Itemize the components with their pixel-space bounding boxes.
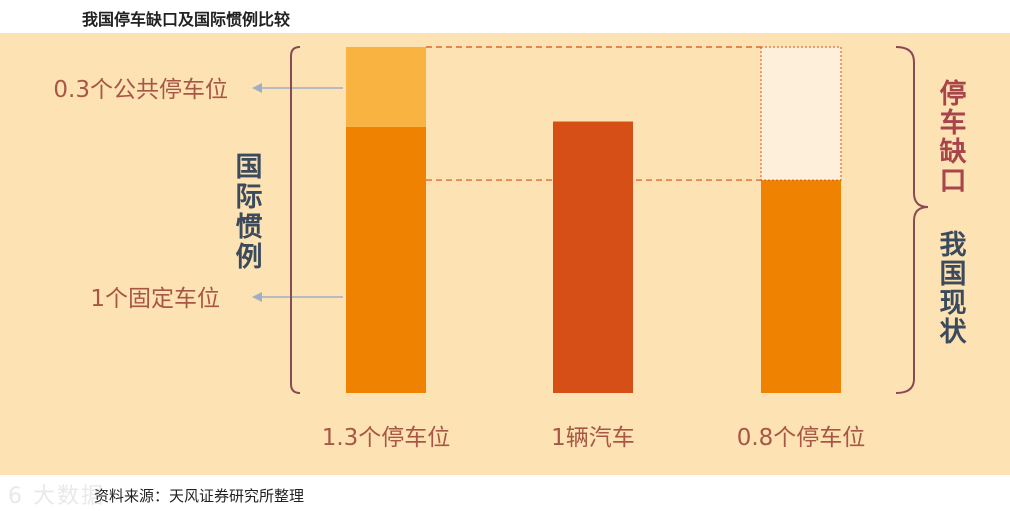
- annotation-public-spot: 0.3个公共停车位: [53, 77, 228, 103]
- current-group-char-4: 状: [940, 317, 968, 348]
- current-group-char-2: 国: [940, 259, 967, 290]
- gap-group-char-2: 车: [940, 107, 967, 139]
- current-group-char-1: 我: [940, 230, 967, 261]
- category-label-3: 0.8个停车位: [737, 425, 866, 451]
- arrow-fixed-head: [252, 292, 262, 302]
- current-group-char-3: 现: [940, 288, 967, 319]
- left-group-char-2: 际: [236, 182, 263, 213]
- category-label-1: 1.3个停车位: [322, 425, 451, 451]
- chart-title: 我国停车缺口及国际惯例比较: [82, 10, 291, 29]
- bar-gap: [760, 46, 842, 181]
- chart-panel: [0, 33, 1010, 475]
- gap-group-char-4: 口: [940, 166, 967, 197]
- bar-car: [553, 121, 633, 394]
- bracket-right: [895, 46, 929, 394]
- gap-group-char-3: 缺: [940, 137, 967, 168]
- bar-fixed-spot: [346, 126, 426, 393]
- left-group-char-1: 国: [236, 152, 263, 183]
- bar-public-spot: [346, 47, 426, 127]
- source-note: 资料来源：天风证券研究所整理: [94, 487, 305, 505]
- arrow-public-head: [252, 83, 262, 93]
- bar-current-spots: [761, 180, 841, 393]
- bracket-left: [290, 46, 301, 394]
- gap-group-char-1: 停: [940, 78, 967, 110]
- watermark: 6 大数据: [8, 484, 105, 509]
- left-group-char-4: 例: [236, 242, 263, 273]
- category-label-2: 1辆汽车: [551, 425, 635, 451]
- annotation-fixed-spot: 1个固定车位: [90, 286, 220, 312]
- left-group-char-3: 惯: [236, 212, 263, 243]
